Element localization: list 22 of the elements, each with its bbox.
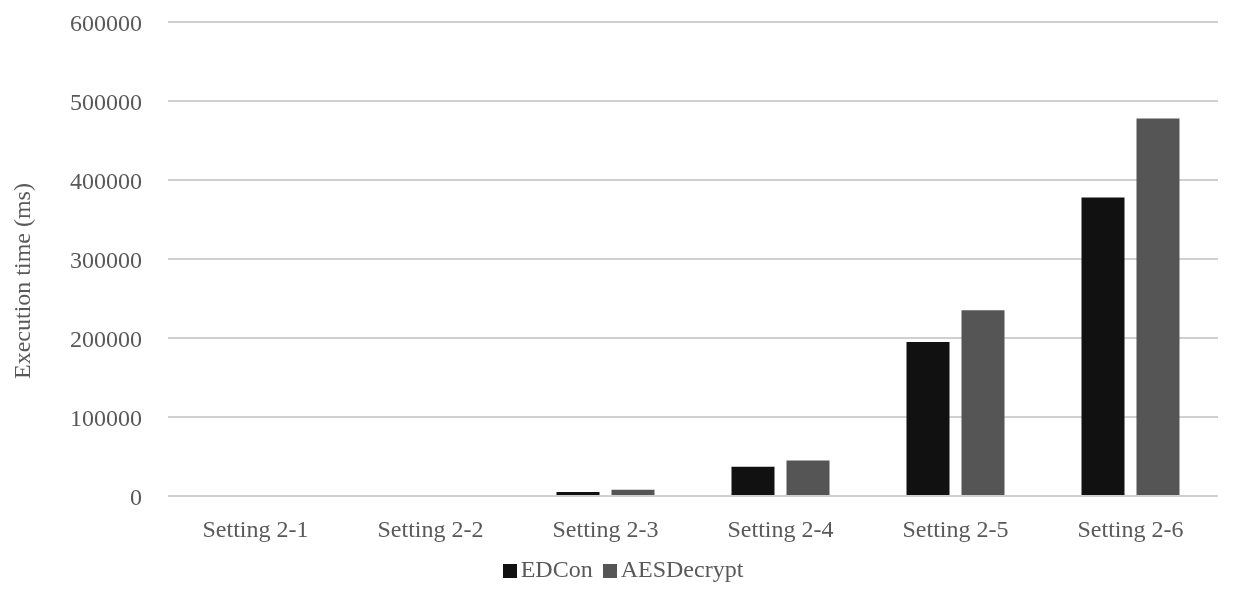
x-tick-label: Setting 2-3 xyxy=(552,516,659,543)
legend-label: AESDecrypt xyxy=(620,556,744,582)
y-tick-label: 500000 xyxy=(70,88,142,115)
bar xyxy=(786,460,830,496)
y-tick-label: 0 xyxy=(130,483,142,510)
bar xyxy=(1081,197,1125,496)
bar xyxy=(731,466,775,496)
y-tick-label: 400000 xyxy=(70,167,142,194)
y-axis-title: Execution time (ms) xyxy=(8,183,35,379)
y-tick-label: 300000 xyxy=(70,246,142,273)
bar xyxy=(961,310,1005,496)
bar xyxy=(1136,118,1180,496)
bar xyxy=(906,341,950,496)
y-tick-label: 100000 xyxy=(70,404,142,431)
x-tick-label: Setting 2-5 xyxy=(902,516,1009,543)
legend-label: EDCon xyxy=(520,556,593,582)
x-tick-label: Setting 2-4 xyxy=(727,516,834,543)
x-tick-label: Setting 2-2 xyxy=(377,516,484,543)
y-tick-label: 200000 xyxy=(70,325,142,352)
x-tick-label: Setting 2-1 xyxy=(202,516,309,543)
y-tick-label: 600000 xyxy=(70,9,142,36)
x-tick-label: Setting 2-6 xyxy=(1077,516,1184,543)
